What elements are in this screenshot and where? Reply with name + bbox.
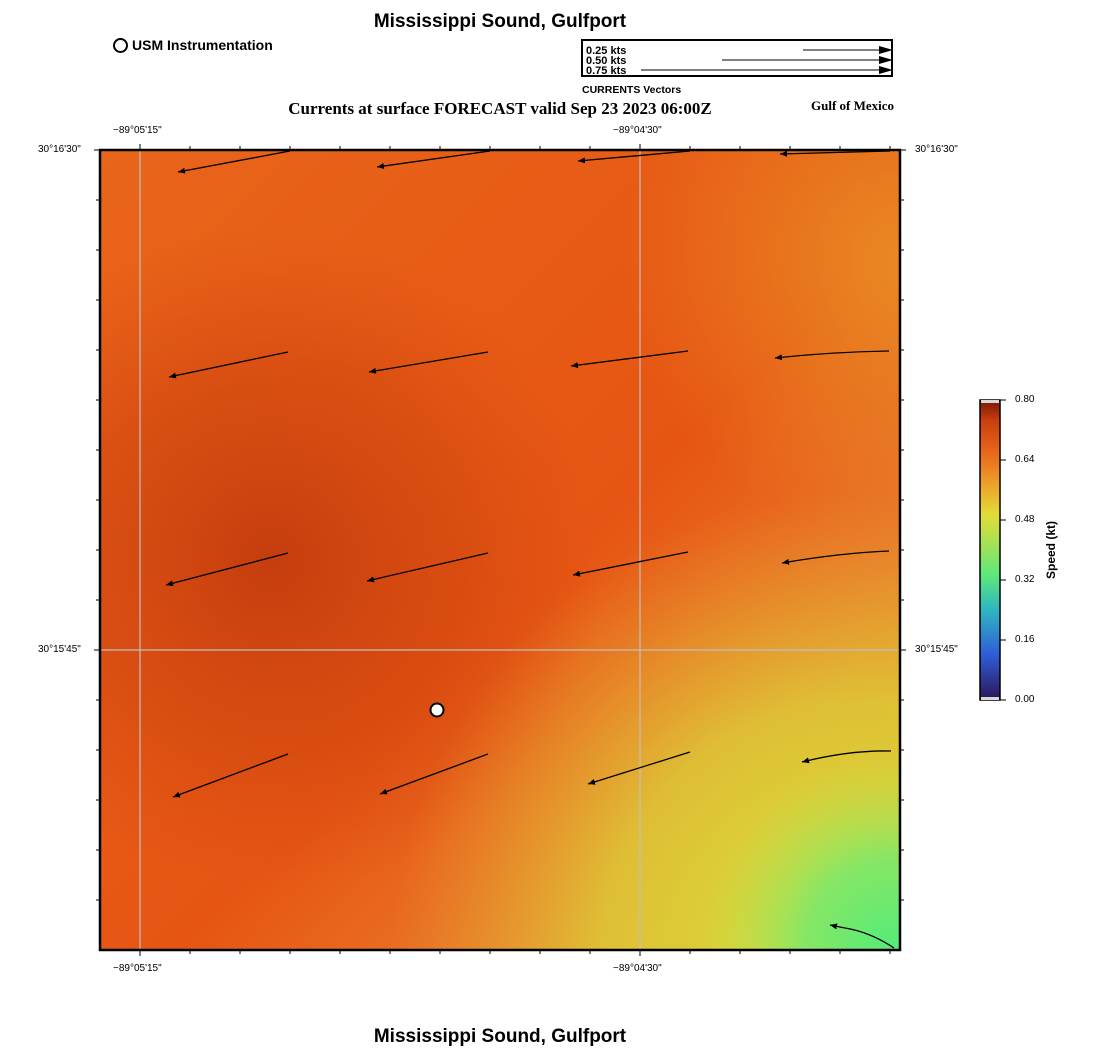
current-vector: [779, 150, 891, 157]
current-vector: [168, 351, 289, 379]
forecast-subtitle: Currents at surface FORECAST valid Sep 2…: [288, 99, 712, 118]
region-label: Gulf of Mexico: [811, 98, 895, 113]
x-bottom-label-2: −89°04'30": [613, 963, 662, 974]
current-vector: [172, 753, 289, 798]
current-vector: [577, 150, 691, 164]
colorbar-tick-016: 0.16: [1015, 634, 1035, 645]
vector-legend-label-025: 0.25 kts: [586, 45, 627, 57]
current-vector: [587, 751, 691, 785]
current-vector: [376, 150, 491, 169]
colorbar-tick-032: 0.32: [1015, 574, 1035, 585]
current-vector: [829, 923, 895, 949]
current-vector: [368, 351, 489, 374]
vector-legend-label-075: 0.75 kts: [586, 65, 627, 77]
vector-legend-title: CURRENTS Vectors: [582, 84, 682, 96]
map-title: Mississippi Sound, Gulfport: [373, 11, 627, 32]
current-vector: [774, 350, 890, 361]
current-vector: [570, 350, 689, 369]
current-vector: [572, 551, 689, 577]
x-top-label-1: −89°05'15": [113, 125, 162, 136]
current-vector: [379, 753, 489, 795]
colorbar-title: Speed (kt): [1044, 520, 1058, 580]
map-footer-title: Mississippi Sound, Gulfport: [373, 1026, 627, 1047]
graticule: [100, 150, 900, 950]
vector-legend-box: 0.25 kts 0.50 kts 0.75 kts: [581, 39, 893, 77]
x-bottom-label-1: −89°05'15": [113, 963, 162, 974]
station-legend: USM Instrumentation: [113, 37, 273, 53]
y-right-label-1: 30°16'30": [915, 144, 958, 155]
speed-field: [100, 150, 900, 950]
y-left-label-1: 30°16'30": [38, 144, 81, 155]
current-vector: [177, 150, 291, 174]
station-marker-icon: [113, 37, 128, 53]
current-vector: [366, 552, 489, 583]
colorbar-tick-000: 0.00: [1015, 694, 1035, 705]
colorbar-tick-064: 0.64: [1015, 454, 1035, 465]
colorbar: [979, 399, 1006, 701]
station-marker[interactable]: [429, 702, 445, 718]
vector-legend-arrows: [641, 46, 893, 74]
colorbar-tick-080: 0.80: [1015, 394, 1035, 405]
colorbar-tick-048: 0.48: [1015, 514, 1035, 525]
current-vector: [781, 550, 890, 565]
current-vector: [165, 552, 289, 587]
y-right-label-2: 30°15'45": [915, 644, 958, 655]
vector-legend-label-050: 0.50 kts: [586, 55, 627, 67]
current-vector: [801, 750, 892, 764]
y-left-label-2: 30°15'45": [38, 644, 81, 655]
x-top-label-2: −89°04'30": [613, 125, 662, 136]
current-vectors: [165, 150, 895, 949]
frame-ticks: [94, 144, 906, 956]
station-legend-label: USM Instrumentation: [132, 37, 273, 53]
